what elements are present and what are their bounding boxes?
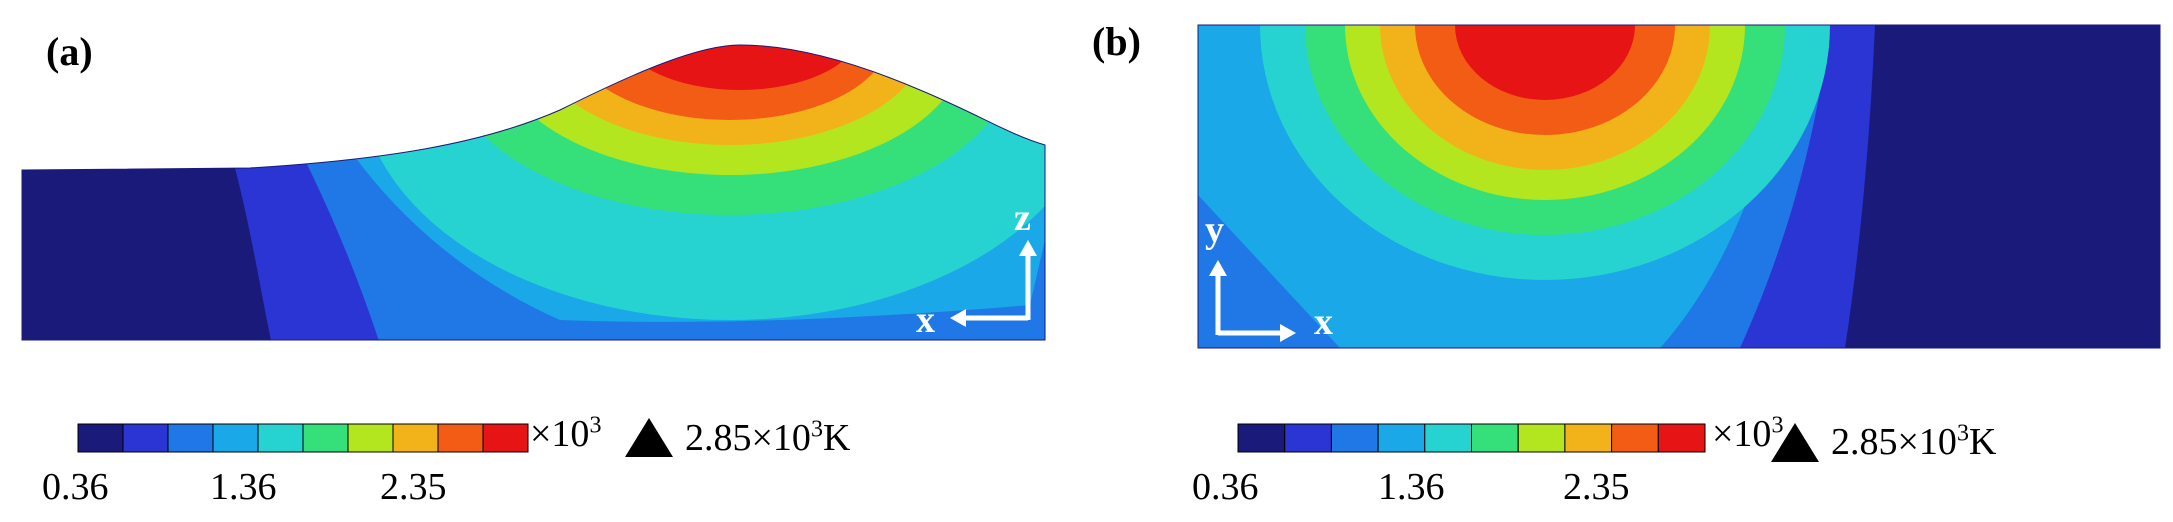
colorbar-b-max-exp: 3: [1956, 420, 1969, 447]
colorbar-a-scale: ×103: [530, 412, 601, 456]
panel-a-axis-x-label: x: [916, 299, 935, 341]
colorbar-a-max-label: 2.85×103K: [685, 416, 850, 460]
colorbar-a-swatch-7: [392, 423, 439, 453]
panel-a-label: (a): [46, 29, 93, 74]
colorbar-b-swatch-7: [1564, 423, 1613, 453]
colorbar-b-tick-1: 1.36: [1378, 466, 1445, 508]
colorbar-b: [1237, 423, 1706, 453]
colorbar-a-swatch-3: [212, 423, 259, 453]
colorbar-a-max-unit: K: [822, 417, 851, 459]
colorbar-b-tick-2: 2.35: [1563, 466, 1630, 508]
colorbar-b-max-value: 2.85×10: [1831, 421, 1957, 463]
panel-b-axis-x-label: x: [1314, 301, 1333, 343]
colorbar-b-swatch-4: [1424, 423, 1473, 453]
colorbar-b-scale-base: ×10: [1712, 413, 1772, 455]
colorbar-a-max-exp: 3: [810, 416, 823, 443]
colorbar-b-swatch-0: [1237, 423, 1286, 453]
colorbar-a-tick-2: 2.35: [380, 466, 447, 508]
colorbar-a-swatch-6: [347, 423, 394, 453]
colorbar-b-max-label: 2.85×103K: [1831, 420, 1996, 464]
colorbar-a-swatch-9: [482, 423, 529, 453]
colorbar-b-scale: ×103: [1712, 412, 1783, 456]
panel-b-contour: [1198, 25, 2160, 348]
colorbar-a-max-value: 2.85×10: [685, 417, 811, 459]
colorbar-b-swatch-6: [1517, 423, 1566, 453]
colorbar-a-swatch-1: [122, 423, 169, 453]
panel-a-axis-z-label: z: [1014, 197, 1031, 239]
colorbar-b-max-triangle-icon: [1771, 423, 1819, 462]
colorbar-b-swatch-3: [1377, 423, 1426, 453]
colorbar-a-swatch-4: [257, 423, 304, 453]
colorbar-a-scale-base: ×10: [530, 413, 590, 455]
colorbar-a-swatch-0: [77, 423, 124, 453]
colorbar-a-swatch-8: [437, 423, 484, 453]
colorbar-a-swatch-2: [167, 423, 214, 453]
colorbar-b-swatch-2: [1330, 423, 1379, 453]
colorbar-b-swatch-9: [1657, 423, 1706, 453]
colorbar-a-tick-1: 1.36: [210, 466, 277, 508]
colorbar-b-tick-0: 0.36: [1192, 466, 1259, 508]
panel-b-axis-triad: [1209, 260, 1296, 342]
panel-b-outline: [1197, 24, 2161, 349]
colorbar-a-max-triangle-icon: [625, 418, 673, 457]
colorbar-a-scale-exp: 3: [589, 412, 602, 439]
colorbar-b-swatch-1: [1284, 423, 1332, 453]
colorbar-a-swatch-5: [302, 423, 349, 453]
colorbar-b-swatch-5: [1471, 423, 1519, 453]
colorbar-a: [77, 423, 529, 453]
colorbar-b-swatch-8: [1611, 423, 1659, 453]
panel-a-outline: [21, 44, 1046, 341]
colorbar-b-scale-exp: 3: [1771, 412, 1784, 439]
colorbar-b-max-unit: K: [1968, 421, 1997, 463]
panel-a-axis-triad: [950, 240, 1037, 327]
colorbar-a-tick-0: 0.36: [42, 466, 109, 508]
panel-b-label: (b): [1092, 19, 1141, 64]
panel-b-axis-y-label: y: [1205, 209, 1224, 251]
